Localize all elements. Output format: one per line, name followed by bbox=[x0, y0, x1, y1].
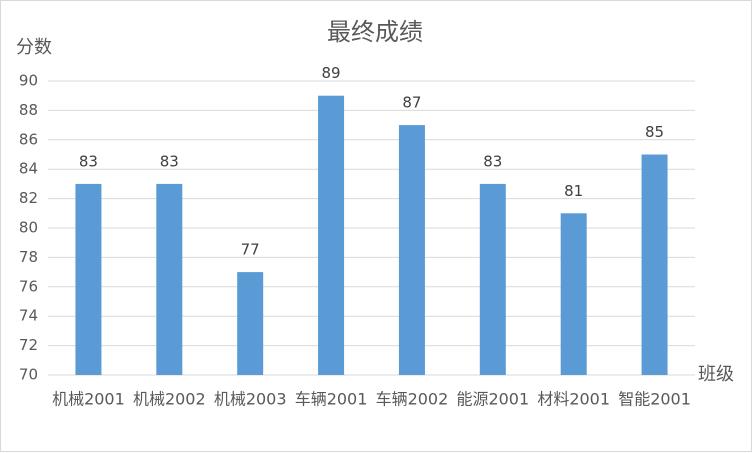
data-label: 83 bbox=[483, 152, 502, 170]
bar bbox=[479, 183, 506, 375]
bar bbox=[75, 183, 102, 375]
y-tick-label: 84 bbox=[19, 160, 38, 178]
x-tick-label: 机械2003 bbox=[214, 390, 287, 409]
data-label: 77 bbox=[241, 241, 260, 259]
y-tick-label: 86 bbox=[19, 130, 38, 148]
data-label: 81 bbox=[564, 182, 583, 200]
y-tick-label: 90 bbox=[19, 72, 38, 90]
x-axis-label: 班级 bbox=[698, 364, 734, 385]
data-label: 89 bbox=[322, 64, 341, 82]
x-tick-label: 能源2001 bbox=[456, 390, 529, 409]
chart-title: 最终成绩 bbox=[327, 18, 423, 46]
y-tick-label: 74 bbox=[19, 307, 38, 325]
y-tick-label: 72 bbox=[19, 336, 38, 354]
y-tick-label: 78 bbox=[19, 248, 38, 266]
y-tick-label: 82 bbox=[19, 189, 38, 207]
y-axis-label: 分数 bbox=[16, 37, 52, 58]
x-tick-label: 材料2001 bbox=[537, 390, 610, 409]
y-tick-label: 70 bbox=[19, 366, 38, 384]
y-tick-label: 88 bbox=[19, 101, 38, 119]
y-tick-label: 76 bbox=[19, 277, 38, 295]
x-tick-label: 车辆2002 bbox=[376, 390, 449, 409]
bar bbox=[156, 183, 183, 375]
data-label: 83 bbox=[160, 152, 179, 170]
data-label: 83 bbox=[79, 152, 98, 170]
x-tick-label: 车辆2001 bbox=[295, 390, 368, 409]
y-tick-label: 80 bbox=[19, 219, 38, 237]
x-tick-label: 机械2002 bbox=[133, 390, 206, 409]
x-tick-label: 智能2001 bbox=[618, 390, 691, 409]
data-label: 87 bbox=[402, 94, 421, 112]
bar bbox=[560, 213, 587, 375]
x-tick-label: 机械2001 bbox=[52, 390, 125, 409]
bar bbox=[641, 154, 668, 375]
data-label: 85 bbox=[645, 123, 664, 141]
bar bbox=[398, 125, 425, 375]
bar bbox=[318, 95, 345, 375]
bar bbox=[237, 272, 264, 375]
